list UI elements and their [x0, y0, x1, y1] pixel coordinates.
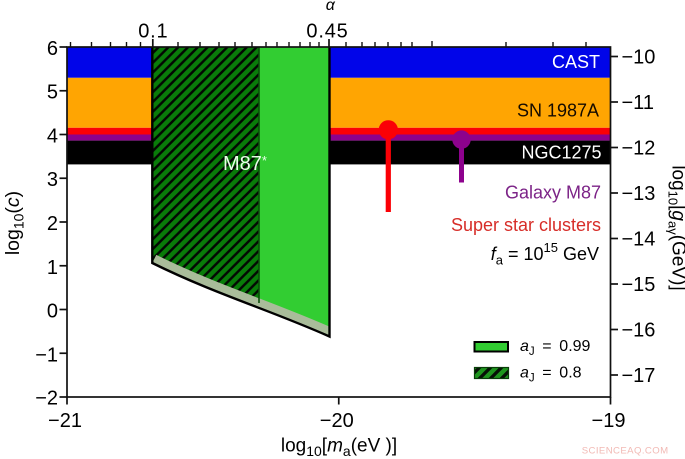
svg-text:fa = 1015 GeV: fa = 1015 GeV — [491, 240, 599, 268]
svg-text:0.45: 0.45 — [306, 21, 348, 43]
svg-text:−21: −21 — [48, 410, 82, 432]
svg-text:−11: −11 — [622, 92, 654, 114]
svg-text:aJ = 0.8: aJ = 0.8 — [520, 365, 582, 385]
svg-text:CAST: CAST — [552, 52, 600, 72]
svg-text:4: 4 — [47, 125, 58, 147]
svg-text:α: α — [326, 0, 336, 14]
svg-text:0: 0 — [47, 301, 58, 323]
svg-text:1: 1 — [47, 257, 58, 279]
svg-text:SN 1987A: SN 1987A — [517, 101, 599, 121]
svg-text:−10: −10 — [622, 47, 656, 69]
svg-text:SCIENCEAQ.COM: SCIENCEAQ.COM — [582, 446, 669, 457]
svg-text:M87*: M87* — [223, 153, 267, 175]
svg-text:NGC1275: NGC1275 — [521, 142, 601, 162]
svg-text:−1: −1 — [35, 344, 58, 366]
svg-text:aJ = 0.99: aJ = 0.99 — [520, 338, 591, 358]
svg-text:Super star clusters: Super star clusters — [451, 215, 601, 235]
svg-text:−16: −16 — [622, 320, 656, 342]
svg-text:6: 6 — [47, 38, 58, 60]
svg-text:Galaxy M87: Galaxy M87 — [505, 183, 601, 203]
svg-text:3: 3 — [47, 169, 58, 191]
svg-text:−13: −13 — [622, 183, 656, 205]
svg-text:−12: −12 — [622, 138, 656, 160]
svg-text:2: 2 — [47, 213, 58, 235]
svg-text:0.1: 0.1 — [138, 21, 168, 43]
svg-text:5: 5 — [47, 82, 58, 104]
svg-text:−15: −15 — [622, 274, 656, 296]
svg-text:−19: −19 — [592, 410, 626, 432]
svg-text:−14: −14 — [622, 229, 656, 251]
svg-text:log10[gaγ(GeV)]: log10[gaγ(GeV)] — [666, 165, 685, 290]
svg-text:−20: −20 — [320, 410, 354, 432]
svg-text:−2: −2 — [35, 388, 58, 410]
svg-text:log10[ma(eV )]: log10[ma(eV )] — [281, 436, 397, 459]
svg-text:−17: −17 — [622, 365, 656, 387]
